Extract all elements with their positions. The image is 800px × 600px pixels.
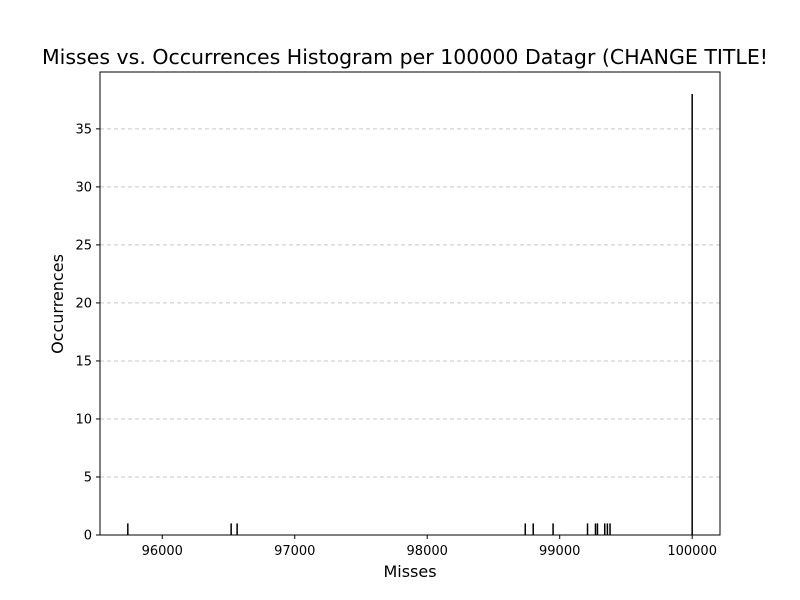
histogram-bar: [594, 523, 597, 535]
gridlines: [100, 128, 720, 478]
y-axis-label: Occurrences: [48, 254, 67, 354]
y-axis-ticks: 0 5 10 15 20 25 30 35: [75, 122, 100, 544]
x-tick-label: 99000: [539, 544, 580, 559]
x-tick-label: 97000: [274, 544, 315, 559]
histogram-bar: [524, 523, 527, 535]
histogram-bar: [596, 523, 599, 535]
x-axis-label: Misses: [383, 562, 436, 581]
histogram-bar: [552, 523, 554, 535]
x-tick-label: 98000: [407, 544, 448, 559]
y-tick-label: 5: [84, 470, 92, 485]
histogram-bar: [230, 523, 232, 535]
y-tick-label: 35: [75, 122, 92, 137]
plot-area-frame: [99, 71, 721, 536]
histogram-bars: [127, 94, 693, 536]
y-tick-label: 0: [84, 529, 92, 544]
y-tick-label: 30: [75, 180, 92, 195]
y-tick-label: 25: [75, 238, 92, 253]
histogram-bar: [603, 523, 606, 535]
y-tick-label: 15: [75, 354, 92, 369]
x-axis-ticks: 96000 97000 98000 99000 100000: [142, 535, 717, 559]
histogram-bar: [236, 523, 238, 535]
y-tick-label: 20: [75, 296, 92, 311]
histogram-bar: [532, 523, 534, 535]
histogram-bar: [127, 523, 129, 535]
histogram-bar: [606, 523, 609, 535]
y-tick-label: 10: [75, 412, 92, 427]
histogram-bar: [691, 94, 693, 536]
histogram-bar: [609, 523, 611, 535]
x-tick-label: 96000: [142, 544, 183, 559]
histogram-bar: [586, 523, 589, 535]
chart-title: Misses vs. Occurrences Histogram per 100…: [42, 45, 768, 69]
x-tick-label: 100000: [667, 544, 717, 559]
